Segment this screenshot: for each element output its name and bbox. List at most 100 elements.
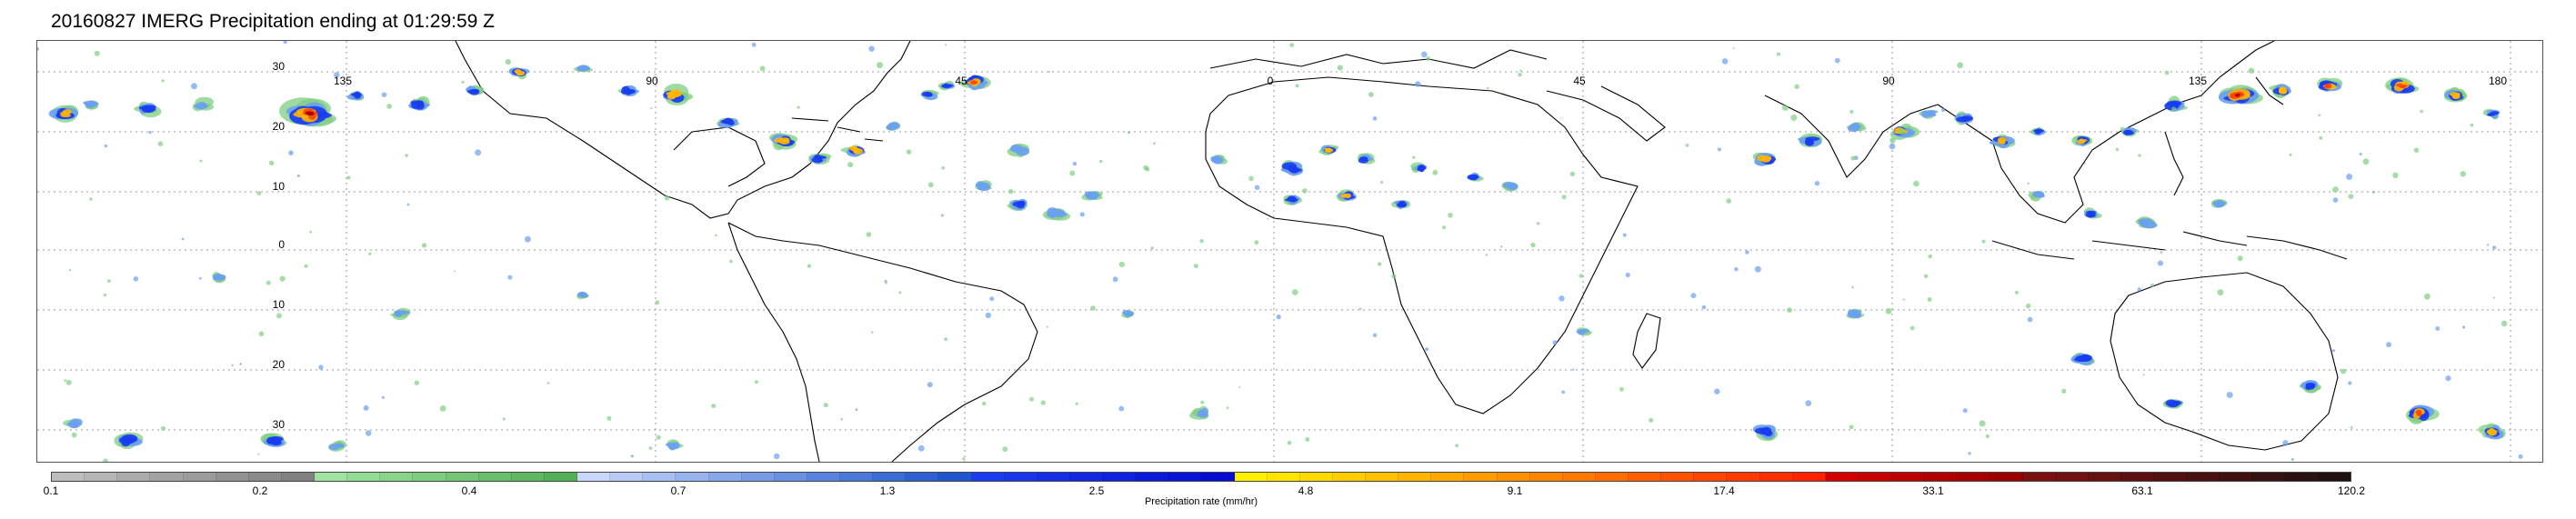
colorbar-swatch	[2285, 473, 2319, 481]
precip-speck	[1072, 162, 1078, 166]
precip-speck	[2137, 287, 2141, 292]
precip-cell	[212, 275, 226, 281]
precip-speck	[133, 276, 139, 282]
precip-speck	[1305, 437, 1310, 442]
colorbar-tick-label: 2.5	[1088, 484, 1105, 497]
precip-speck	[1442, 225, 1447, 230]
precip-speck	[840, 418, 844, 421]
precip-speck	[2346, 174, 2353, 180]
colorbar-swatch	[873, 473, 907, 481]
colorbar-swatch	[741, 473, 775, 481]
precip-speck	[2282, 440, 2289, 446]
precip-speck	[288, 150, 294, 155]
colorbar-swatch	[216, 473, 249, 481]
colorbar-swatch	[1069, 473, 1103, 481]
precip-cell	[579, 65, 587, 69]
precip-cell	[2213, 200, 2225, 208]
colorbar-swatch	[2120, 473, 2154, 481]
precip-speck	[1153, 142, 1156, 145]
precipitation-map[interactable]: 135 90 45 0 45 90 135 180 30 20 10 0 10 20 30	[36, 40, 2543, 463]
colorbar: 0.1 0.2 0.4 0.7 1.3 2.5 4.8 9.1 17.4 33.1 63.1 120.…	[44, 472, 2365, 517]
precip-cell	[2305, 384, 2316, 389]
colorbar-tick-label: 63.1	[2131, 484, 2153, 497]
precip-speck	[1069, 170, 1076, 176]
precip-speck	[1902, 298, 1905, 301]
precip-speck	[989, 296, 995, 302]
precip-speck	[461, 80, 465, 84]
precip-speck	[2392, 172, 2399, 178]
precip-speck	[751, 42, 757, 47]
precip-speck	[866, 232, 872, 237]
precip-speck	[2025, 303, 2031, 309]
precip-speck	[104, 144, 108, 148]
precip-cell	[1579, 329, 1590, 333]
precip-speck	[1561, 390, 1566, 394]
colorbar-swatch	[938, 473, 972, 481]
colorbar-tick-label: 0.1	[43, 484, 59, 497]
latitude-label: 10	[273, 298, 286, 311]
coast-gulf-mexico	[673, 126, 766, 187]
precip-speck	[2248, 67, 2255, 74]
precip-speck	[2362, 158, 2370, 165]
precip-speck	[1814, 181, 1820, 186]
precip-speck	[1559, 295, 1565, 302]
colorbar-swatches	[51, 472, 2351, 482]
colorbar-swatch	[1825, 473, 1859, 481]
precip-cell	[2416, 409, 2422, 415]
colorbar-swatch	[347, 473, 381, 481]
precip-speck	[103, 458, 108, 462]
precip-speck	[1960, 114, 1963, 117]
precip-speck	[1040, 400, 1046, 405]
precip-speck	[1287, 440, 1292, 445]
colorbar-swatch	[577, 473, 611, 481]
precip-speck	[1372, 116, 1378, 121]
precip-speck	[868, 45, 875, 52]
precip-cell	[2323, 85, 2332, 88]
precip-speck	[1734, 267, 1739, 272]
precip-speck	[1276, 314, 1281, 320]
precip-cell	[1849, 124, 1860, 131]
precip-cell	[1472, 174, 1478, 180]
precip-speck	[927, 382, 933, 388]
precip-cell	[2124, 131, 2135, 135]
precip-speck	[1782, 105, 1789, 111]
precip-speck	[89, 197, 93, 201]
precip-speck	[1267, 217, 1269, 220]
colorbar-swatch	[1957, 473, 1990, 481]
precip-speck	[453, 270, 456, 273]
precip-speck	[1776, 52, 1780, 56]
precip-speck	[847, 162, 854, 168]
colorbar-swatch	[1661, 473, 1695, 481]
precip-cell	[667, 443, 676, 450]
precip-cell	[2399, 85, 2407, 88]
precip-speck	[1928, 254, 1932, 259]
precip-speck	[366, 430, 372, 436]
precip-speck	[1685, 144, 1689, 147]
precip-speck	[381, 92, 387, 97]
precip-speck	[161, 425, 165, 431]
precip-speck	[2332, 197, 2339, 203]
colorbar-swatch	[2055, 473, 2089, 481]
precip-speck	[1561, 195, 1567, 200]
precip-speck	[1118, 405, 1125, 412]
precip-speck	[1962, 408, 1968, 414]
precip-speck	[94, 50, 100, 56]
precip-speck	[2120, 126, 2125, 132]
precip-cell	[1997, 136, 2007, 143]
colorbar-swatch	[1103, 473, 1137, 481]
precip-speck	[1536, 222, 1540, 225]
precip-speck	[2445, 375, 2451, 382]
precip-speck	[1008, 189, 1014, 195]
precip-speck	[1552, 340, 1558, 345]
coast-madagascar	[1632, 313, 1661, 369]
coastlines	[455, 41, 2348, 462]
precip-cell	[123, 439, 135, 444]
precip-speck	[1985, 434, 1990, 439]
colorbar-swatch	[1201, 473, 1235, 481]
precip-speck	[2424, 293, 2431, 300]
colorbar-tick-label: 4.8	[1298, 484, 1314, 497]
precip-speck	[266, 280, 271, 285]
precip-speck	[648, 446, 653, 450]
precip-speck	[944, 337, 948, 342]
precip-speck	[505, 58, 511, 65]
